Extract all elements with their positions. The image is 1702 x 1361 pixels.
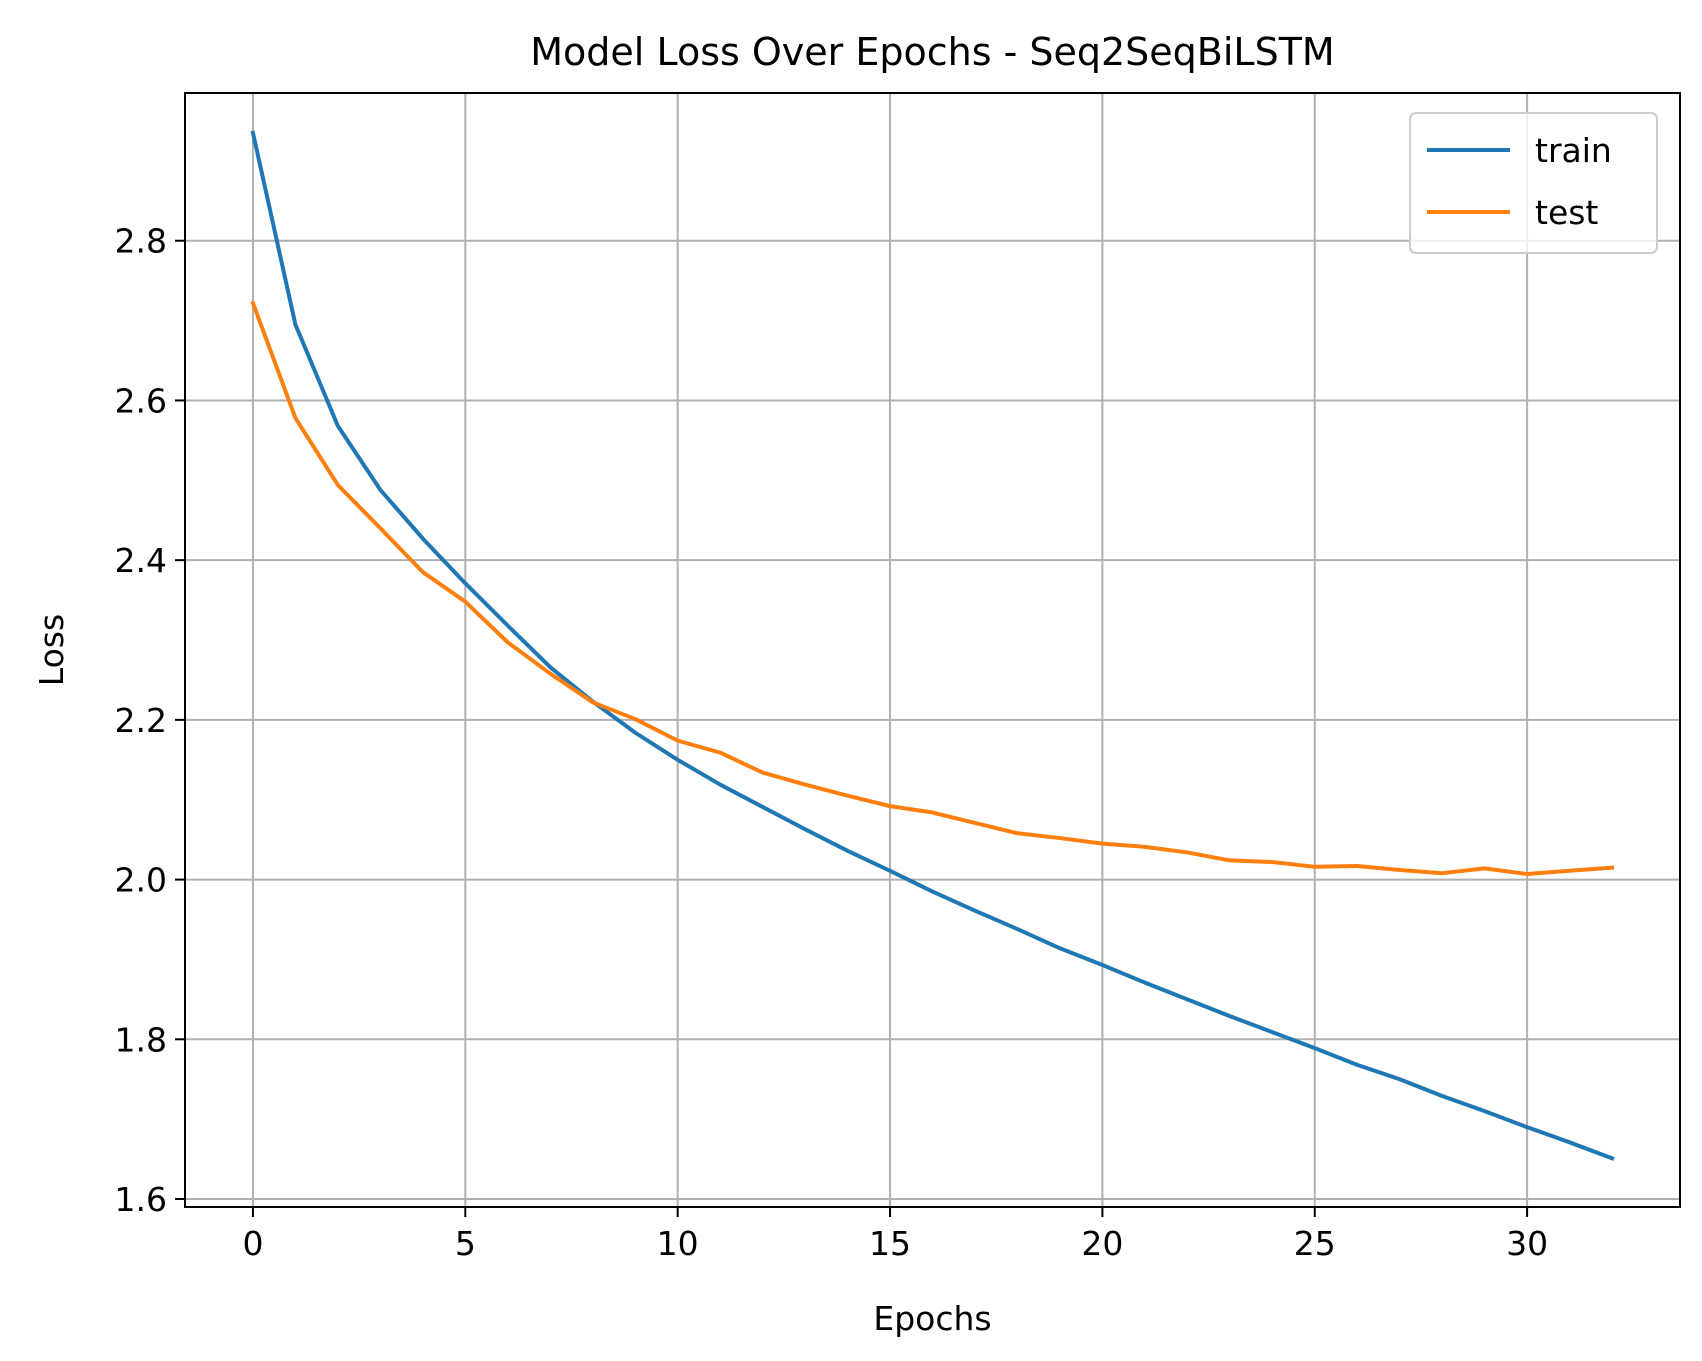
y-tick-label: 2.2 — [115, 701, 167, 740]
y-tick-label: 1.8 — [115, 1020, 167, 1059]
x-tick-label: 10 — [657, 1224, 699, 1263]
legend-label-test: test — [1535, 193, 1598, 232]
series-line-test — [250, 300, 1615, 876]
x-tick-label: 25 — [1294, 1224, 1336, 1263]
y-tick-label: 2.0 — [115, 861, 167, 900]
y-tick-label: 2.8 — [115, 222, 167, 261]
chart-title: Model Loss Over Epochs - Seq2SeqBiLSTM — [530, 30, 1334, 74]
axis-ticks: 0 5 10 15 20 25 30 1.6 1.8 2.0 2.2 2.4 2.6 2.8 — [115, 222, 1549, 1263]
x-tick-label: 5 — [455, 1224, 476, 1263]
x-axis-label: Epochs — [873, 1299, 991, 1338]
plot-frame — [184, 92, 1681, 1208]
legend: train test — [1409, 112, 1658, 254]
grid-lines — [185, 93, 1680, 1207]
x-tick-label: 0 — [242, 1224, 263, 1263]
y-tick-label: 2.6 — [115, 381, 167, 420]
x-tick-label: 30 — [1506, 1224, 1548, 1263]
legend-box — [1409, 112, 1658, 254]
x-tick-label: 20 — [1081, 1224, 1123, 1263]
series-line-train — [250, 130, 1615, 1161]
legend-label-train: train — [1535, 131, 1612, 170]
series-layer — [250, 130, 1615, 1161]
y-tick-label: 2.4 — [115, 541, 167, 580]
y-axis-label: Loss — [32, 614, 71, 686]
y-tick-label: 1.6 — [115, 1180, 167, 1219]
x-tick-label: 15 — [869, 1224, 911, 1263]
